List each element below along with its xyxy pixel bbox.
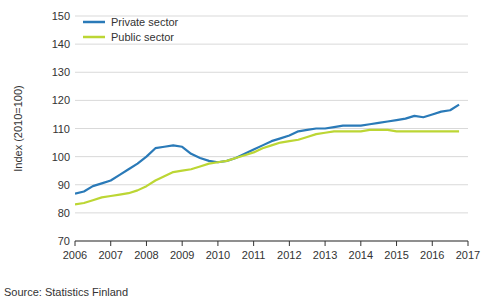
chart: 70 80 90 100 110 120 130 140 150 2006 2007 2008 2009… [0, 0, 493, 304]
grid-line [75, 128, 468, 129]
grid-line [75, 44, 468, 45]
grid-line [75, 184, 468, 185]
y-axis-label: Index (2010=100) [12, 85, 24, 172]
source-note: Source: Statistics Finland [4, 286, 128, 298]
y-tick-label: 80 [58, 207, 70, 219]
y-tick-label: 70 [58, 235, 70, 247]
x-tick [253, 241, 254, 246]
grid-line [75, 212, 468, 213]
grid-line [75, 72, 468, 73]
x-tick [75, 241, 76, 246]
y-tick-label: 90 [58, 179, 70, 191]
legend-swatch [83, 36, 105, 39]
x-tick [289, 241, 290, 246]
x-tick [182, 241, 183, 246]
x-axis [75, 241, 468, 242]
x-tick-label: 2012 [277, 249, 301, 261]
x-tick [396, 241, 397, 246]
x-tick-label: 2013 [313, 249, 337, 261]
grid-line [75, 156, 468, 157]
y-tick-label: 100 [52, 151, 70, 163]
x-tick [468, 241, 469, 246]
y-tick-label: 110 [52, 123, 70, 135]
x-tick [432, 241, 433, 246]
x-tick-label: 2016 [420, 249, 444, 261]
x-tick-label: 2014 [349, 249, 373, 261]
x-tick [360, 241, 361, 246]
x-tick-label: 2007 [98, 249, 122, 261]
x-tick-label: 2017 [456, 249, 480, 261]
x-tick-label: 2010 [206, 249, 230, 261]
series-line [75, 130, 459, 205]
legend-label: Private sector [111, 16, 179, 28]
plot-area [75, 105, 459, 205]
x-tick [146, 241, 147, 246]
y-tick-label: 120 [52, 94, 70, 106]
legend-label: Public sector [111, 31, 174, 43]
grid-line [75, 100, 468, 101]
x-tick [217, 241, 218, 246]
x-tick-label: 2015 [384, 249, 408, 261]
y-tick-label: 130 [52, 66, 70, 78]
series-line [75, 105, 459, 194]
x-tick-label: 2008 [134, 249, 158, 261]
legend-swatch [83, 21, 105, 24]
y-tick-label: 140 [52, 38, 70, 50]
x-tick [325, 241, 326, 246]
y-tick-label: 150 [52, 10, 70, 22]
grid-line [75, 241, 468, 242]
x-tick-label: 2009 [170, 249, 194, 261]
x-tick [110, 241, 111, 246]
x-tick-label: 2006 [63, 249, 87, 261]
x-tick-label: 2011 [242, 249, 266, 261]
